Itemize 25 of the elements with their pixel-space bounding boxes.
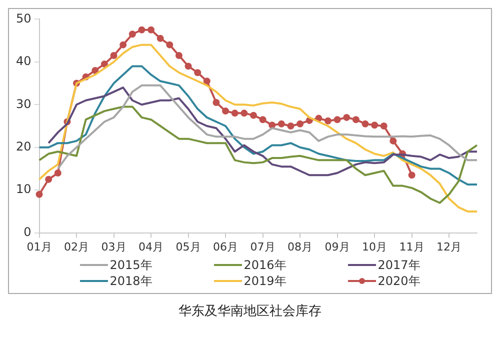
x-tick-label: 05月 [176,240,201,254]
x-tick-label: 07月 [250,240,276,254]
x-tick-label: 10月 [362,240,388,254]
y-tick-label: 10 [16,182,32,196]
legend-label: 2018年 [110,272,152,290]
x-tick-label: 04月 [138,240,164,254]
y-tick-label: 20 [16,139,32,154]
x-tick-label: 06月 [213,240,238,254]
legend-label: 2016年 [244,256,286,274]
legend-label: 2020年 [378,272,420,290]
legend-label: 2017年 [378,256,420,274]
x-tick-label: 03月 [101,240,126,254]
x-tick-label: 12月 [436,240,462,254]
y-tick-label: 30 [16,96,32,111]
text: 华东及华南地区社会库存 [178,303,322,320]
x-tick-label: 09月 [324,240,350,254]
x-tick-label: 11月 [399,240,424,254]
x-tick-label: 02月 [64,240,90,254]
x-tick-label: 08月 [288,240,313,254]
y-tick-label: 0 [24,224,32,239]
y-tick-label: 40 [16,54,32,68]
x-tick-label: 01月 [26,240,52,254]
legend-label: 2015年 [110,256,152,274]
y-tick-label: 50 [16,11,32,26]
legend-label: 2019年 [244,272,286,290]
